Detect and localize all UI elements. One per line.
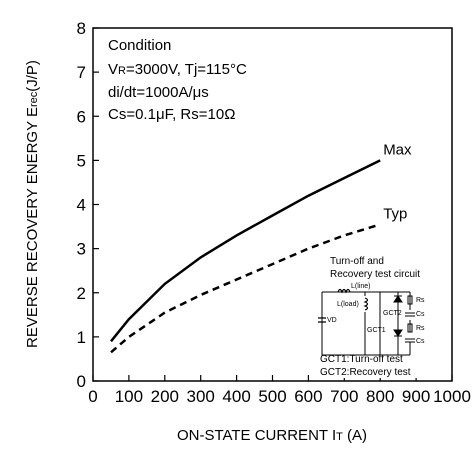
x-tick-label: 600 xyxy=(294,387,322,406)
x-axis-title-unit: (A) xyxy=(343,427,367,444)
label-rs1: Rs xyxy=(416,297,425,304)
condition-line-2: di/dt=1000A/μs xyxy=(108,84,209,101)
y-tick-label: 1 xyxy=(77,328,86,347)
l-line-inductor xyxy=(337,288,351,294)
label-cs1: Cs xyxy=(416,311,425,318)
condition-v-sub: R xyxy=(118,65,126,77)
condition-line-3: Cs=0.1μF, Rs=10Ω xyxy=(108,106,235,123)
x-tick-label: 300 xyxy=(187,387,215,406)
condition-v: V xyxy=(108,61,118,78)
y-axis-title-unit: (J/P) xyxy=(24,60,41,92)
x-tick-label: 700 xyxy=(330,387,358,406)
y-tick-label: 5 xyxy=(77,151,86,170)
x-axis-title-main: ON-STATE CURRENT I xyxy=(177,427,336,444)
series-line-typ xyxy=(110,223,381,354)
y-tick-label: 8 xyxy=(77,19,86,38)
cs2-capacitor xyxy=(405,338,415,343)
label-gct1: GCT1 xyxy=(367,327,386,334)
x-tick-label: 500 xyxy=(258,387,286,406)
label-lload: L(load) xyxy=(337,301,359,308)
condition-title: Condition xyxy=(108,37,171,54)
rs1-resistor xyxy=(407,295,413,305)
label-lline: L(line) xyxy=(351,283,370,290)
x-tick-label: 400 xyxy=(222,387,250,406)
series-label-typ: Typ xyxy=(383,205,407,222)
gct1-symbol xyxy=(393,329,403,337)
inset-title-2: Recovery test circuit xyxy=(330,269,420,280)
inset-legend-1: GCT1:Turn-off test xyxy=(320,354,403,365)
y-axis-title: REVERSE RECOVERY ENERGY Erec(J/P) xyxy=(24,60,41,348)
x-axis-title-sub: T xyxy=(336,431,343,443)
label-vd: VD xyxy=(327,317,337,324)
circuit-wiring xyxy=(321,291,411,356)
y-tick-label: 6 xyxy=(77,107,86,126)
series-line-max xyxy=(110,159,381,343)
rs2-resistor xyxy=(407,323,413,333)
y-tick-label: 2 xyxy=(77,284,86,303)
y-axis-title-sub: rec xyxy=(28,91,40,107)
label-rs2: Rs xyxy=(416,325,425,332)
y-tick-label: 0 xyxy=(77,372,86,391)
x-tick-label: 900 xyxy=(402,387,430,406)
vd-capacitor xyxy=(318,317,326,323)
cs1-capacitor xyxy=(405,312,415,317)
condition-line-1: VR=3000V, Tj=115°C xyxy=(108,61,247,78)
condition-box: Condition VR=3000V, Tj=115°C di/dt=1000A… xyxy=(100,34,282,123)
inset-legend-2: GCT2:Recovery test xyxy=(320,367,411,378)
l-load-inductor xyxy=(363,297,369,311)
gct2-symbol xyxy=(393,295,403,303)
condition-rest: =3000V, Tj=115°C xyxy=(126,61,247,78)
y-tick-label: 4 xyxy=(77,196,86,215)
inset-circuit: Turn-off and Recovery test circuit L(lin… xyxy=(314,252,444,378)
x-tick-label: 0 xyxy=(88,387,97,406)
axis-ticks: 0 1 2 3 4 5 6 7 8 0 100 200 300 400 500 600 700 800 900 100… xyxy=(77,19,471,406)
x-tick-label: 1000 xyxy=(433,387,471,406)
y-tick-label: 7 xyxy=(77,63,86,82)
series-label-max: Max xyxy=(383,141,412,158)
x-axis-title: ON-STATE CURRENT IT (A) xyxy=(177,427,367,444)
series-layer: Max Typ xyxy=(110,141,412,354)
y-tick-label: 3 xyxy=(77,240,86,259)
x-tick-label: 200 xyxy=(151,387,179,406)
label-cs2: Cs xyxy=(416,338,425,345)
x-tick-label: 100 xyxy=(115,387,143,406)
y-axis-title-main: REVERSE RECOVERY ENERGY E xyxy=(24,107,41,348)
label-gct2: GCT2 xyxy=(383,310,402,317)
x-tick-label: 800 xyxy=(366,387,394,406)
inset-bg xyxy=(314,252,444,378)
condition-box-bg xyxy=(100,34,282,122)
inset-title-1: Turn-off and xyxy=(330,256,384,267)
